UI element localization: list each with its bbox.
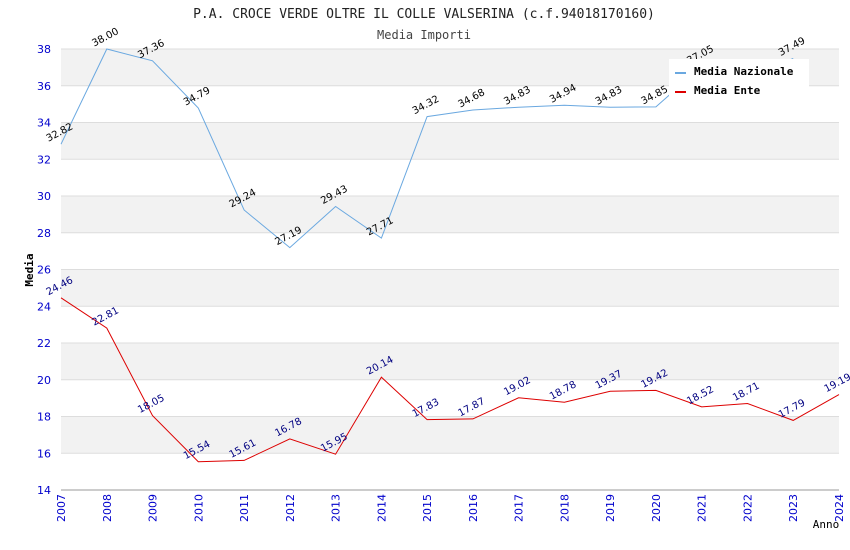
legend: Media Nazionale Media Ente (669, 59, 809, 104)
grid-band (61, 379, 839, 417)
y-tick-label: 28 (37, 227, 51, 240)
grid-band (61, 453, 839, 490)
x-tick-label: 2017 (513, 494, 526, 522)
y-axis-label: Media (23, 253, 36, 286)
y-tick-label: 32 (37, 153, 51, 166)
y-tick-label: 24 (37, 300, 51, 313)
x-axis-label: Anno (813, 518, 840, 531)
x-tick-label: 2010 (192, 494, 205, 522)
y-tick-label: 22 (37, 337, 51, 350)
y-tick-label: 20 (37, 374, 51, 387)
series-line-ente (60, 297, 840, 463)
x-tick-label: 2020 (650, 494, 663, 522)
x-tick-label: 2014 (375, 494, 388, 522)
grid-band (61, 343, 839, 380)
grid-band (61, 306, 839, 343)
y-tick-label: 16 (37, 447, 51, 460)
legend-label-nazionale: Media Nazionale (694, 65, 794, 78)
y-tick-label: 34 (37, 117, 51, 130)
y-tick-label: 30 (37, 190, 51, 203)
grid-band (61, 416, 839, 454)
x-tick-label: 2013 (330, 494, 343, 522)
x-tick-label: 2021 (696, 494, 709, 522)
x-tick-label: 2019 (604, 494, 617, 522)
y-tick-label: 18 (37, 411, 51, 424)
y-tick-labels: 14 16 18 20 22 24 26 28 30 32 34 36 38 (37, 43, 51, 497)
x-tick-label: 2016 (467, 494, 480, 522)
y-tick-label: 26 (37, 264, 51, 277)
x-tick-label: 2008 (101, 494, 114, 522)
x-tick-label: 2018 (558, 494, 571, 522)
grid-band (61, 269, 839, 307)
y-tick-label: 38 (37, 43, 51, 56)
data-label: 38.00 (90, 26, 120, 49)
grid-band (61, 232, 839, 270)
legend-label-ente: Media Ente (694, 84, 761, 97)
x-tick-label: 2009 (147, 494, 160, 522)
x-tick-label: 2012 (284, 494, 297, 522)
y-tick-label: 14 (37, 484, 51, 497)
grid-band (61, 159, 839, 196)
x-tick-label: 2007 (55, 494, 68, 522)
x-tick-labels: 2007 2008 2009 2010 2011 2012 2013 2014 2015 2016… (55, 494, 846, 522)
chart-subtitle: Media Importi (377, 28, 471, 42)
grid-band (61, 122, 839, 160)
x-tick-label: 2011 (238, 494, 251, 522)
grid-bands (61, 49, 839, 490)
legend-box (669, 59, 809, 104)
y-tick-label: 36 (37, 80, 51, 93)
x-tick-label: 2023 (787, 494, 800, 522)
x-tick-label: 2022 (741, 494, 754, 522)
grid-band (61, 196, 839, 233)
x-tick-label: 2024 (833, 494, 846, 522)
chart-title: P.A. CROCE VERDE OLTRE IL COLLE VALSERIN… (193, 7, 655, 22)
x-tick-label: 2015 (421, 494, 434, 522)
